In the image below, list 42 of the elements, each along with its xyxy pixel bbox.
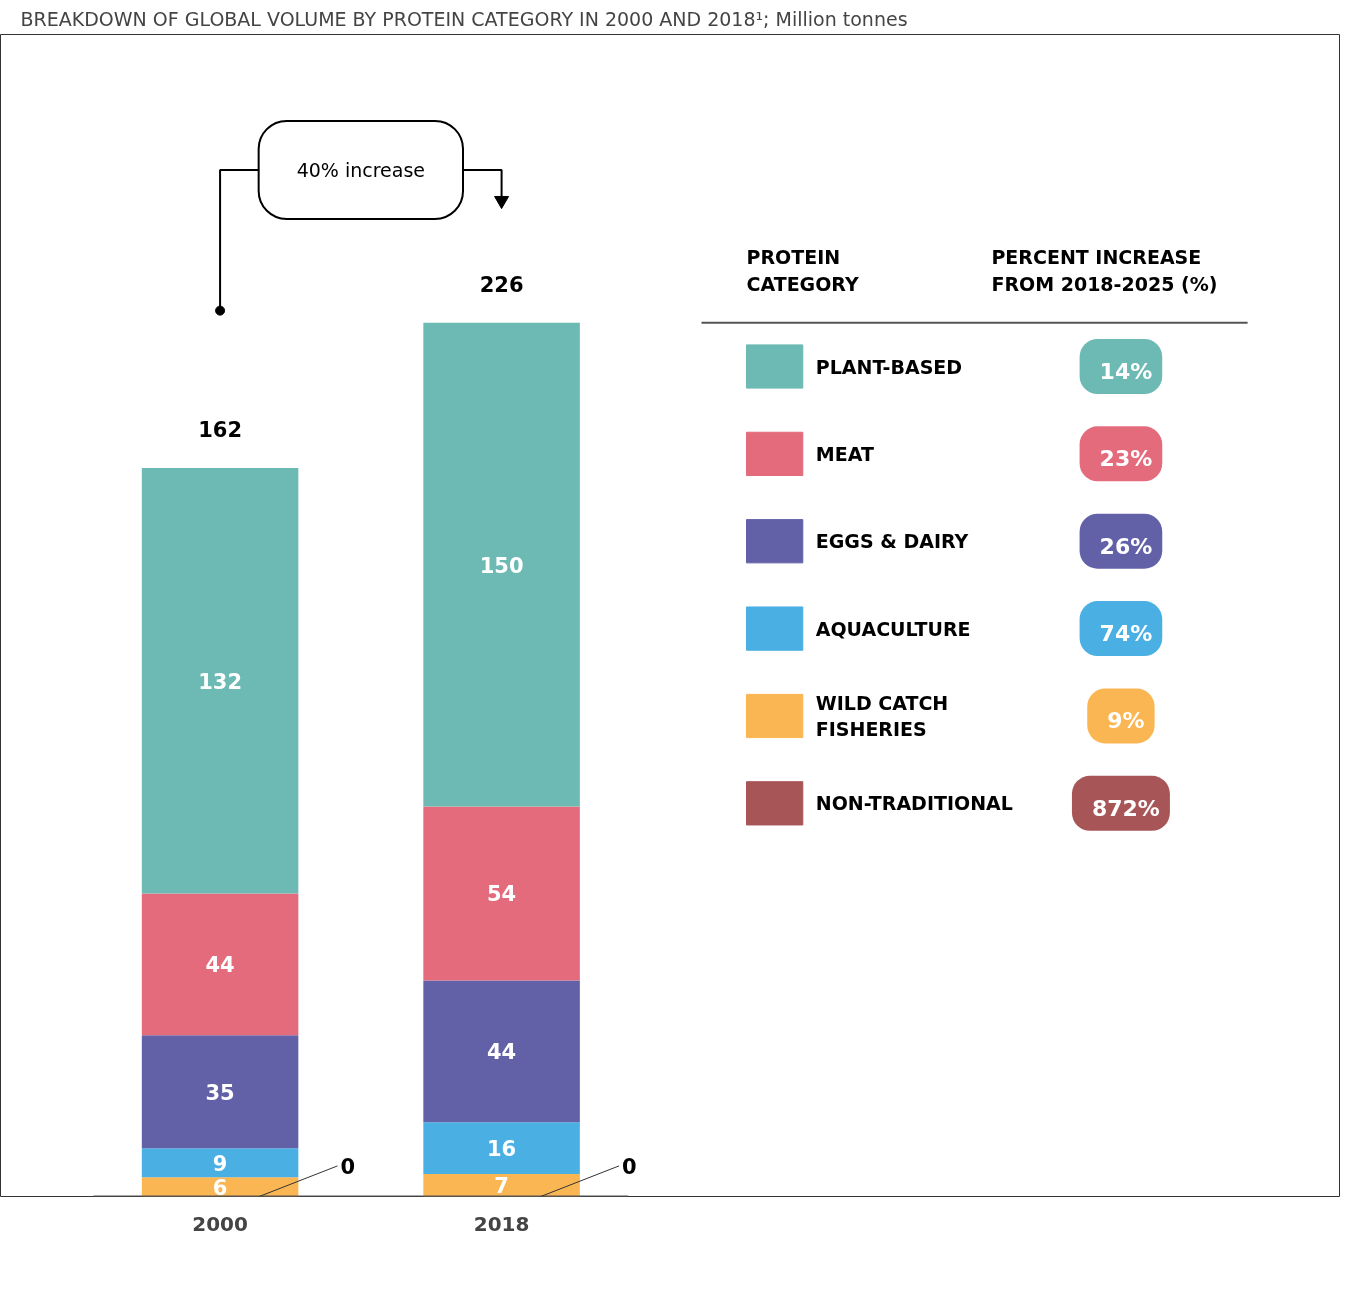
data-label: 7 xyxy=(494,1174,509,1199)
bar xyxy=(423,1122,580,1174)
bar xyxy=(141,893,299,1036)
text: 9% xyxy=(1107,708,1145,734)
data-label: 35 xyxy=(205,1080,235,1105)
bar xyxy=(423,1173,580,1197)
text: PERCENT INCREASE FROM 2018-2025 (%) xyxy=(991,246,1218,295)
annotation: 162 xyxy=(198,418,243,443)
legend-label: WILD CATCH FISHERIES xyxy=(815,691,949,741)
bar xyxy=(423,806,580,981)
legend-label: AQUACULTURE xyxy=(815,617,971,640)
bar xyxy=(423,980,580,1123)
annotation: 0 xyxy=(340,1154,356,1179)
data-label: 54 xyxy=(486,882,517,907)
text: 14% xyxy=(1099,359,1153,384)
legend-label: NON-TRADITIONAL xyxy=(815,792,1013,815)
bar xyxy=(423,322,580,807)
legend-label: MEAT xyxy=(815,442,874,465)
bar xyxy=(141,1035,299,1149)
data-label: 9 xyxy=(212,1151,228,1176)
text: 74% xyxy=(1099,621,1153,647)
text: 40% increase xyxy=(296,158,426,181)
legend-title: PROTEIN CATEGORY xyxy=(746,246,859,295)
legend-label: PLANT-BASED xyxy=(815,355,963,378)
text: 26% xyxy=(1099,533,1153,559)
bar xyxy=(141,1177,299,1197)
text: 23% xyxy=(1099,446,1153,472)
data-label: 150 xyxy=(479,553,524,578)
x-tick-label: 2018 xyxy=(473,1211,530,1236)
data-label: 132 xyxy=(198,669,243,694)
data-label: 16 xyxy=(486,1137,517,1162)
x-tick-label: 2000 xyxy=(192,1211,248,1236)
bar xyxy=(141,1148,299,1178)
data-label: 44 xyxy=(205,953,235,978)
text: 872% xyxy=(1091,795,1160,821)
chart-title: BREAKDOWN OF GLOBAL VOLUME BY PROTEIN CATEGORY IN 2000 AND 2018¹; Million tonnes xyxy=(20,7,908,30)
legend-label: EGGS & DAIRY xyxy=(815,530,969,553)
bar xyxy=(141,467,299,894)
annotation: 0 xyxy=(622,1154,637,1179)
data-label: 6 xyxy=(212,1175,228,1200)
text: 226 xyxy=(479,273,524,298)
data-label: 44 xyxy=(486,1040,517,1065)
